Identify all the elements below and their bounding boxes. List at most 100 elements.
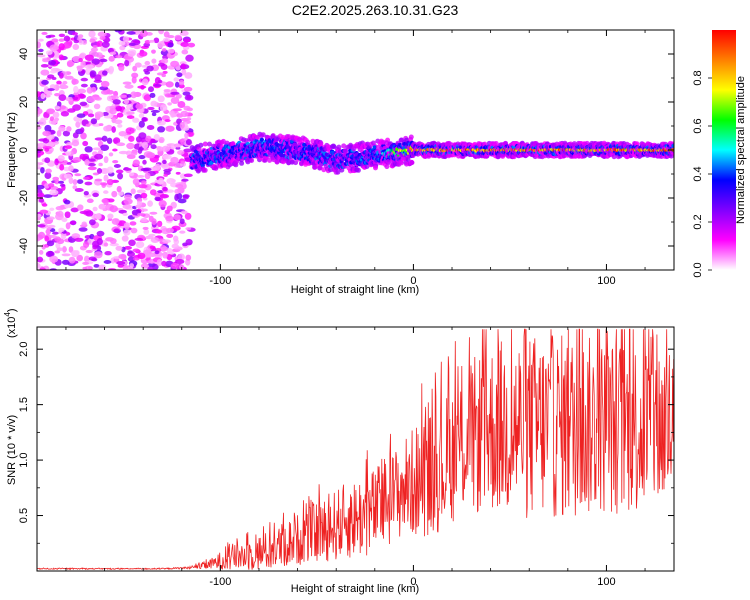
spectrogram-noise-blob — [183, 38, 191, 43]
spectrogram-noise-blob — [73, 39, 80, 44]
spectrogram-noise-blob — [151, 218, 157, 225]
spectrogram-noise-blob — [70, 207, 79, 213]
spectrogram-noise-blob — [174, 81, 180, 88]
spectrogram-noise-blob — [54, 93, 61, 97]
spectrogram-noise-blob — [180, 138, 185, 146]
spectrogram-noise-blob — [58, 125, 66, 132]
spectrogram-noise-blob — [157, 120, 166, 126]
spectrogram-noise-blob — [45, 50, 53, 56]
spectrogram-noise-blob — [73, 85, 79, 94]
spectrogram-noise-blob — [62, 245, 67, 253]
spectrogram-noise-blob — [98, 162, 103, 167]
spectrogram-noise-blob — [147, 200, 153, 207]
spectrogram-noise-blob — [152, 263, 159, 270]
spectrogram-noise-blob — [151, 58, 157, 64]
spectrogram-noise-blob — [126, 111, 135, 115]
spectrogram-noise-blob — [182, 91, 191, 96]
spectrogram-noise-blob — [135, 103, 144, 110]
spectrogram-noise-blob — [94, 178, 103, 182]
spectrogram-noise-blob — [59, 164, 65, 171]
spectrogram-noise-blob — [181, 68, 187, 76]
spectrogram-noise-blob — [37, 262, 41, 269]
spectrogram-noise-blob — [127, 256, 135, 262]
spectrogram-noise-blob — [178, 79, 185, 86]
spectrogram-noise-blob — [166, 233, 174, 239]
spectrogram-noise-blob — [80, 77, 89, 82]
spectrogram-noise-blob — [113, 90, 119, 97]
spectrogram-y-tick-label: -40 — [18, 238, 30, 254]
spectrogram-noise-blob — [127, 50, 136, 57]
spectrogram-noise-blob — [64, 145, 73, 149]
spectrogram-noise-blob — [170, 110, 175, 118]
spectrogram-noise-blob — [117, 191, 124, 196]
spectrogram-noise-blob — [122, 81, 132, 85]
spectrogram-noise-blob — [46, 227, 52, 231]
spectrogram-noise-blob — [161, 260, 167, 267]
spectrogram-noise-blob — [161, 73, 166, 78]
spectrogram-noise-blob — [83, 241, 90, 248]
spectrogram-noise-blob — [128, 135, 135, 142]
spectrogram-noise-blob — [103, 174, 109, 182]
spectrogram-noise-blob — [94, 74, 102, 82]
spectrogram-noise-blob — [103, 260, 112, 264]
spectrogram-noise-blob — [100, 80, 110, 88]
spectrogram-noise-blob — [106, 178, 114, 186]
spectrogram-noise-blob — [63, 173, 73, 180]
spectrogram-noise-blob — [132, 117, 140, 123]
ridge-halo-blob — [260, 132, 266, 138]
spectrogram-noise-blob — [86, 86, 93, 94]
spectrogram-noise-blob — [184, 212, 192, 220]
spectrogram-noise-blob — [37, 224, 46, 228]
spectrogram-noise-blob — [187, 42, 196, 48]
spectrogram-noise-blob — [65, 151, 72, 156]
spectrogram-noise-blob — [124, 59, 130, 67]
spectrogram-noise-blob — [106, 166, 114, 174]
spectrogram-noise-blob — [82, 266, 88, 270]
spectrogram-noise-blob — [160, 58, 169, 64]
spectrogram-noise-blob — [113, 228, 120, 234]
spectrogram-noise-blob — [170, 156, 179, 164]
spectrogram-noise-blob — [48, 59, 57, 66]
spectrogram-noise-blob — [44, 183, 50, 189]
spectrogram-noise-blob — [157, 41, 164, 49]
spectrogram-noise-blob — [172, 108, 182, 112]
spectrogram-noise-blob — [93, 264, 100, 268]
spectrogram-noise-blob — [41, 203, 48, 207]
spectrogram-noise-blob — [123, 222, 130, 230]
spectrogram-noise-blob — [134, 62, 142, 68]
spectrogram-noise-blob — [138, 132, 147, 140]
ridge-halo-blob — [214, 164, 219, 170]
spectrogram-noise-blob — [56, 210, 64, 218]
spectrogram-noise-blob — [175, 183, 184, 189]
spectrogram-noise-blob — [126, 142, 135, 150]
spectrogram-noise-blob — [173, 235, 179, 242]
spectrogram-noise-blob — [158, 136, 165, 144]
spectrogram-noise-blob — [132, 248, 140, 253]
spectrogram-noise-blob — [174, 193, 179, 202]
spectrogram-noise-blob — [128, 172, 135, 176]
spectrogram-noise-blob — [115, 245, 123, 251]
spectrogram-noise-blob — [78, 53, 86, 60]
spectrogram-noise-blob — [183, 173, 193, 178]
spectrogram-noise-blob — [63, 199, 71, 205]
spectrogram-noise-blob — [133, 257, 140, 261]
spectrogram-noise-blob — [100, 144, 110, 151]
spectrogram-noise-blob — [180, 160, 185, 164]
spectrogram-noise-blob — [156, 146, 164, 152]
spectrogram-noise-blob — [181, 178, 189, 182]
spectrogram-noise-blob — [184, 132, 189, 139]
spectrogram-noise-blob — [162, 159, 167, 165]
spectrogram-noise-blob — [156, 259, 163, 267]
spectrogram-y-tick-label: 0 — [18, 147, 30, 153]
spectrogram-noise-blob — [146, 65, 154, 72]
spectrogram-noise-blob — [45, 35, 52, 39]
spectrogram-noise-blob — [122, 264, 129, 270]
spectrogram-noise-blob — [88, 30, 96, 38]
spectrogram-noise-blob — [76, 254, 83, 262]
ridge-halo-blob — [384, 164, 390, 170]
colorbar: 0.0 0.2 0.4 0.6 0.8 Normalized spectral ampl… — [692, 30, 747, 278]
spectrogram-noise-blob — [179, 230, 186, 234]
spectrogram-noise-blob — [182, 195, 189, 200]
spectrogram-noise-blob — [49, 255, 59, 263]
spectrogram-noise-blob — [129, 263, 135, 268]
